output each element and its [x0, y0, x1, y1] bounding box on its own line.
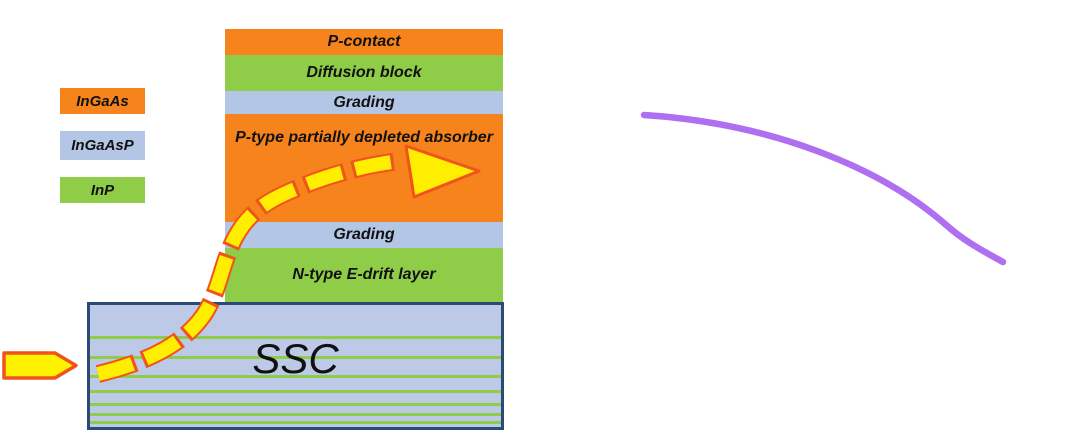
ssc-stripe	[90, 403, 501, 406]
layer-diffusion-block: Diffusion block	[225, 55, 503, 91]
layer-grading-upper-label: Grading	[333, 93, 395, 111]
layer-n-drift-label: N-type E-drift layer	[292, 266, 436, 283]
layer-p-contact-label: P-contact	[327, 33, 401, 50]
ssc-stripe	[90, 413, 501, 416]
layer-diffusion-block-label: Diffusion block	[306, 64, 422, 81]
ssc-label: SSC	[252, 335, 339, 382]
legend-swatch-ingaasp: InGaAsP	[60, 131, 145, 160]
light-input-arrow-icon	[2, 351, 78, 380]
ssc-stripe	[90, 390, 501, 393]
layer-grading-lower-label: Grading	[333, 226, 395, 243]
legend-label-ingaasp: InGaAsP	[71, 137, 134, 154]
purple-annotation-curve	[640, 111, 1007, 266]
layer-p-contact: P-contact	[225, 29, 503, 55]
epitaxial-stack: P-contact Diffusion block Grading P-type…	[225, 29, 503, 302]
layer-n-drift: N-type E-drift layer	[225, 248, 503, 302]
legend-swatch-ingaas: InGaAs	[60, 88, 145, 114]
ssc-waveguide-box: SSC	[87, 302, 504, 430]
legend-swatch-inp: InP	[60, 177, 145, 203]
layer-absorber: P-type partially depleted absorber	[225, 114, 503, 222]
layer-absorber-label: P-type partially depleted absorber	[235, 129, 493, 146]
layer-grading-upper: Grading	[225, 91, 503, 114]
layer-grading-lower: Grading	[225, 222, 503, 248]
legend-label-ingaas: InGaAs	[76, 92, 129, 110]
ssc-stripe	[90, 421, 501, 424]
legend-label-inp: InP	[90, 181, 115, 199]
